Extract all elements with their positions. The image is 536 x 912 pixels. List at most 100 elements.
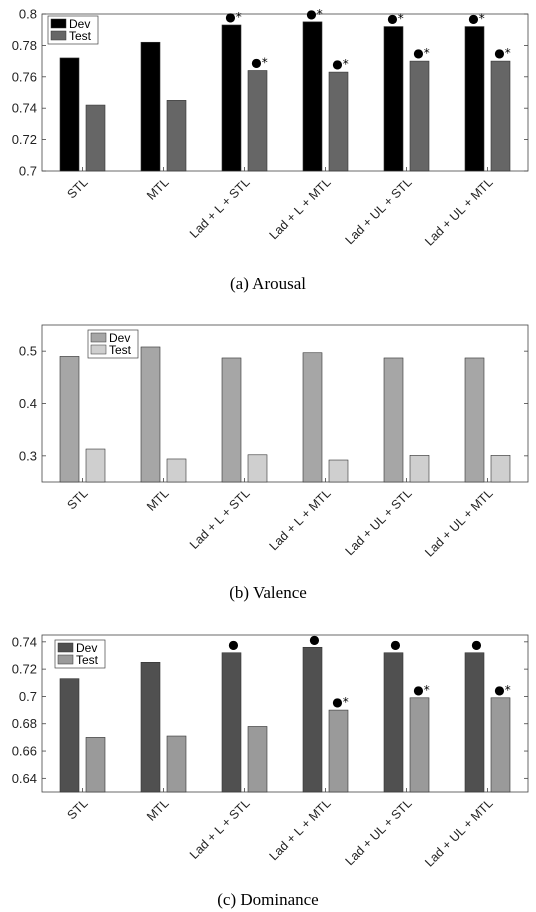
bar-test xyxy=(247,70,268,172)
bar-dev xyxy=(59,57,80,172)
bar-test xyxy=(166,735,187,793)
chart-caption: (c) Dominance xyxy=(217,890,318,909)
bar-test xyxy=(409,455,430,483)
legend-label: Test xyxy=(69,29,92,43)
chart-caption: (a) Arousal xyxy=(230,274,306,293)
bar-test xyxy=(247,726,268,793)
legend-label: Test xyxy=(76,653,99,667)
x-tick-label: Lad + L + STL xyxy=(187,796,253,862)
bar-test xyxy=(247,454,268,483)
significance-marker: ● xyxy=(471,638,481,652)
x-tick-label: MTL xyxy=(144,175,172,203)
x-tick-label: Lad + UL + STL xyxy=(343,175,415,247)
x-tick-label: Lad + L + MTL xyxy=(267,796,334,863)
bar-dev xyxy=(221,652,242,793)
significance-marker: ●* xyxy=(332,57,348,71)
significance-marker: ●* xyxy=(468,12,484,26)
legend-swatch xyxy=(90,332,107,343)
y-tick-label: 0.64 xyxy=(12,771,37,786)
x-tick-label: Lad + L + STL xyxy=(187,175,253,241)
x-tick-label: Lad + L + MTL xyxy=(267,175,334,242)
y-tick-label: 0.74 xyxy=(12,101,37,116)
significance-marker: ●* xyxy=(413,46,429,60)
x-tick-label: Lad + UL + MTL xyxy=(422,796,495,869)
legend-swatch xyxy=(57,642,74,653)
legend-label: Dev xyxy=(76,641,97,655)
significance-marker: ● xyxy=(390,638,400,652)
bar-dev xyxy=(464,357,485,483)
x-tick-label: MTL xyxy=(144,796,172,824)
bar-test xyxy=(166,100,187,172)
bar-test xyxy=(490,60,511,172)
significance-marker: ●* xyxy=(332,695,348,709)
bar-test xyxy=(328,709,349,793)
y-tick-label: 0.7 xyxy=(19,164,37,179)
bar-test xyxy=(85,448,106,483)
arousal-chart: 0.7 0.72 0.74 0.76 0.78 0.8 STL MTL ●* ●* Lad + L … xyxy=(12,7,529,293)
plot-area xyxy=(41,13,529,172)
significance-marker: ●* xyxy=(494,683,510,697)
bar-test xyxy=(328,71,349,172)
y-tick-label: 0.72 xyxy=(12,662,37,677)
bar-test xyxy=(328,459,349,483)
significance-marker: ● xyxy=(309,632,319,646)
bar-dev xyxy=(302,21,323,172)
bar-test xyxy=(409,60,430,172)
bar-test xyxy=(166,458,187,483)
x-tick-label: STL xyxy=(65,796,91,822)
significance-marker: ●* xyxy=(306,7,322,21)
legend-swatch xyxy=(90,344,107,355)
legend-swatch xyxy=(50,30,67,41)
bar-dev xyxy=(302,352,323,483)
bar-test xyxy=(409,697,430,793)
y-tick-label: 0.7 xyxy=(19,689,37,704)
bar-dev xyxy=(221,24,242,172)
x-tick-label: Lad + UL + MTL xyxy=(422,175,495,248)
bar-test xyxy=(490,455,511,483)
x-tick-label: Lad + UL + STL xyxy=(343,486,415,558)
significance-marker: ●* xyxy=(387,12,403,26)
legend-label: Test xyxy=(109,343,132,357)
bar-dev xyxy=(383,652,404,793)
bar-dev xyxy=(140,346,161,483)
valence-chart: 0.3 0.4 0.5 STL MTL Lad + L + STL Lad + L + MT… xyxy=(19,324,529,602)
y-tick-label: 0.72 xyxy=(12,132,37,147)
chart-caption: (b) Valence xyxy=(229,583,307,602)
bar-dev xyxy=(464,26,485,172)
legend-swatch xyxy=(57,654,74,665)
y-tick-label: 0.4 xyxy=(19,396,37,411)
y-tick-label: 0.66 xyxy=(12,744,37,759)
bar-dev xyxy=(302,646,323,793)
y-tick-label: 0.68 xyxy=(12,716,37,731)
x-tick-label: STL xyxy=(65,175,91,201)
bar-test xyxy=(490,697,511,793)
x-tick-label: Lad + L + STL xyxy=(187,486,253,552)
bar-dev xyxy=(59,678,80,793)
y-tick-label: 0.8 xyxy=(19,7,37,22)
legend-swatch xyxy=(50,18,67,29)
y-tick-label: 0.74 xyxy=(12,634,37,649)
bar-dev xyxy=(221,357,242,483)
significance-marker: ● xyxy=(228,638,238,652)
bar-dev xyxy=(383,26,404,172)
bar-test xyxy=(85,104,106,172)
x-tick-label: STL xyxy=(65,486,91,512)
y-tick-label: 0.5 xyxy=(19,344,37,359)
x-tick-label: MTL xyxy=(144,486,172,514)
legend-label: Dev xyxy=(69,17,90,31)
plot-area xyxy=(41,634,529,793)
bar-dev xyxy=(59,356,80,483)
significance-marker: ●* xyxy=(251,56,267,70)
bar-dev xyxy=(140,662,161,793)
bar-dev xyxy=(140,41,161,172)
y-tick-label: 0.3 xyxy=(19,448,37,463)
y-tick-label: 0.78 xyxy=(12,38,37,53)
significance-marker: ●* xyxy=(225,10,241,24)
x-tick-label: Lad + UL + STL xyxy=(343,796,415,868)
bar-dev xyxy=(383,357,404,483)
y-tick-label: 0.76 xyxy=(12,69,37,84)
legend-label: Dev xyxy=(109,331,130,345)
dominance-chart: 0.64 0.66 0.68 0.7 0.72 0.74 STL MTL ● Lad + L + … xyxy=(12,632,529,909)
significance-marker: ●* xyxy=(413,683,429,697)
